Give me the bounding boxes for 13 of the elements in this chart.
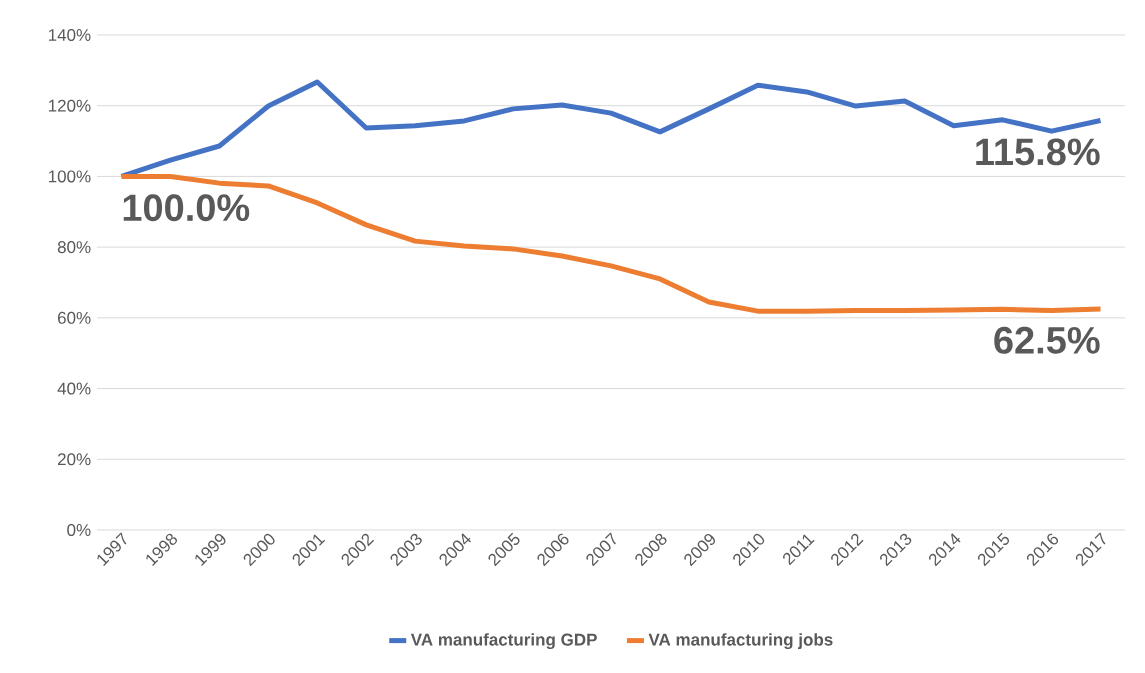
y-tick-label: 60%	[57, 311, 91, 324]
y-tick-label: 20%	[57, 453, 91, 466]
y-tick-label: 0%	[67, 523, 91, 537]
y-tick-label: 140%	[48, 28, 91, 42]
annotation: 115.8%	[976, 138, 1100, 166]
y-tick-label: 80%	[57, 241, 91, 254]
legend-label: VA manufacturing GDP	[410, 633, 597, 650]
annotation: 62.5%	[994, 326, 1100, 354]
y-tick-label: 100%	[48, 170, 91, 183]
y-tick-label: 40%	[57, 382, 91, 395]
annotation: 100.0%	[123, 194, 250, 222]
legend-label: VA manufacturing jobs	[648, 633, 833, 650]
y-tick-label: 120%	[48, 99, 91, 112]
